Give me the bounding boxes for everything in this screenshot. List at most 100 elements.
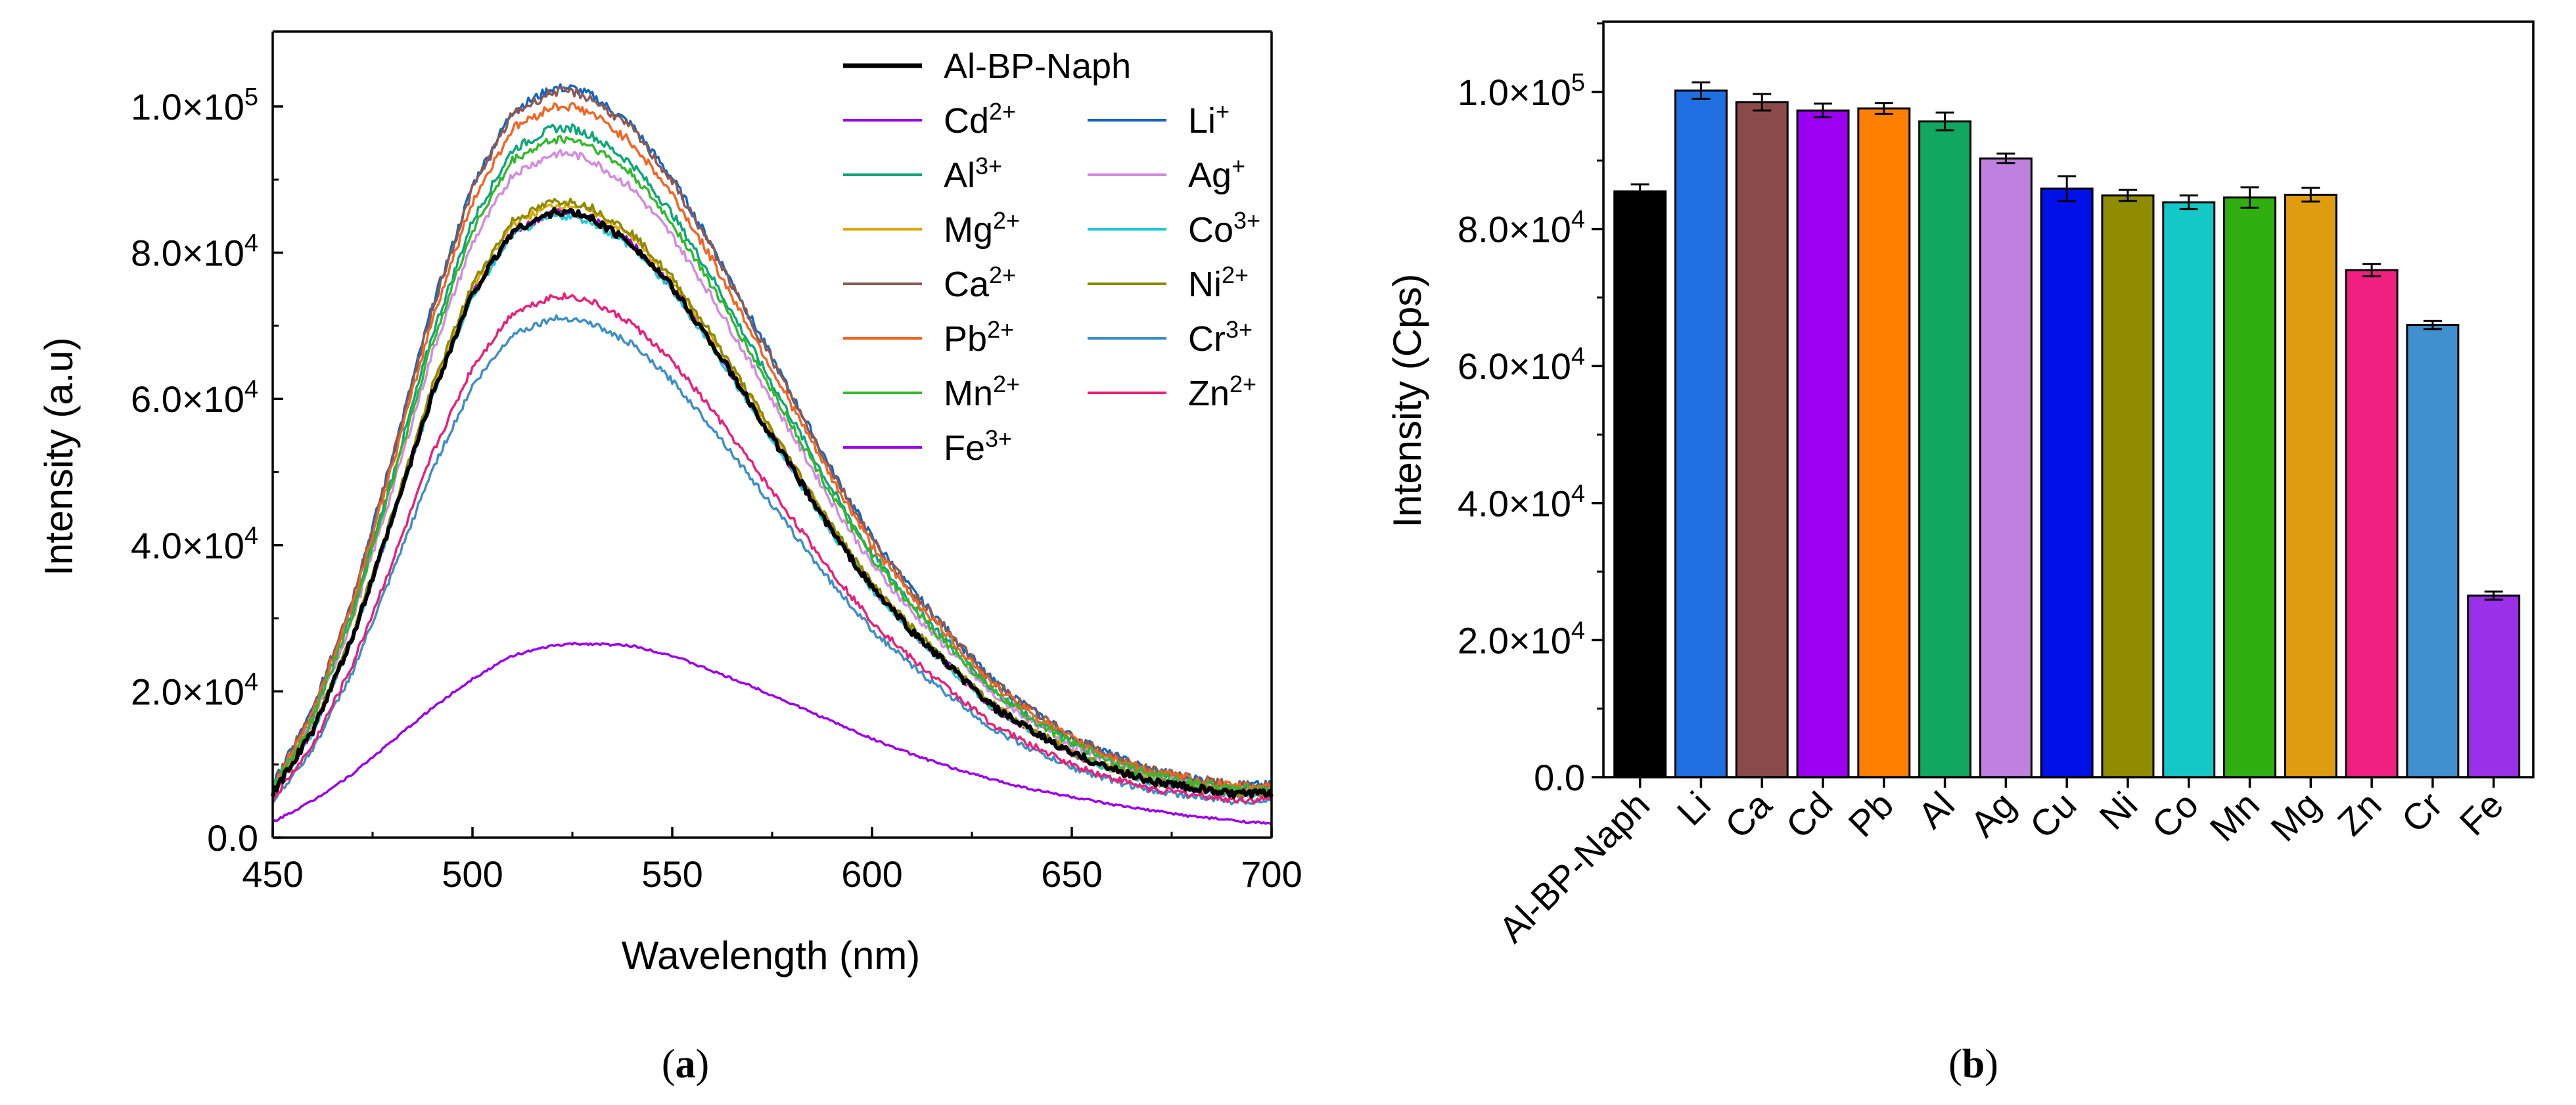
legend-label-charge: 3+: [1226, 316, 1253, 343]
bar-cr: [2406, 324, 2460, 778]
panel-a-y-tick-label-mantissa: 1.0×10: [131, 86, 244, 127]
legend-label-charge: +: [1216, 98, 1230, 125]
panel-a-y-tick-label-mantissa: 6.0×10: [131, 378, 244, 420]
series-line-pb: [272, 101, 1272, 792]
category-label-co: Co: [2144, 784, 2206, 846]
legend-label-mg: Mg2+: [944, 207, 1020, 250]
panel-b-y-tick-label: 0.0: [1534, 757, 1585, 798]
bar-ag: [1979, 157, 2033, 778]
panel-a-y-tick-label-exponent: 4: [244, 668, 258, 696]
series-line-fe: [271, 641, 1273, 826]
legend-label-name: Ni: [1188, 265, 1222, 304]
panel-a-y-axis-label: Intensity (a.u): [37, 337, 81, 576]
panel-a-y-tick-label-mantissa: 0.0: [207, 817, 258, 859]
panel-a-y-tick-label: 8.0×104: [131, 230, 258, 274]
legend-label-cr: Cr3+: [1188, 316, 1253, 359]
category-label-li: Li: [1669, 784, 1718, 833]
bar-cu: [2040, 187, 2094, 778]
legend-label-name: Mg: [944, 210, 993, 250]
panel-b-y-tick-label: 1.0×105: [1458, 69, 1585, 113]
category-label-mn: Mn: [2201, 784, 2267, 849]
bar-pb: [1857, 107, 1911, 778]
series-line-al-bp-naph: [271, 206, 1274, 800]
legend-label-name: Al: [944, 156, 975, 195]
panel-a-y-tick-label: 1.0×105: [131, 83, 258, 127]
legend-label-ni: Ni2+: [1188, 261, 1249, 304]
legend-label-name: Mn: [944, 374, 993, 413]
panel-a-x-tick-labels: 450 500 550 600 650 700: [242, 853, 1302, 895]
panel-b-bars: [1613, 81, 2521, 778]
legend-label-charge: 2+: [987, 316, 1014, 343]
legend-label-name: Ca: [944, 265, 990, 304]
category-label-cd: Cd: [1778, 784, 1840, 846]
legend-label-charge: +: [1231, 152, 1245, 179]
legend-label-charge: 2+: [989, 261, 1016, 288]
series-line-al: [271, 123, 1273, 794]
panel-a-y-tick-label-exponent: 4: [244, 376, 258, 403]
series-line-co: [271, 211, 1273, 799]
category-label-zn: Zn: [2330, 784, 2389, 844]
bar-mn: [2223, 196, 2277, 778]
series-line-mn: [271, 135, 1273, 794]
legend-label-cd: Cd2+: [944, 98, 1016, 141]
category-label-al-bp-naph: Al-BP-Naph: [1491, 784, 1658, 951]
bar-fe: [2467, 595, 2521, 778]
series-line-zn: [271, 292, 1273, 804]
caption-a: (a): [662, 1042, 709, 1087]
category-label-cu: Cu: [2021, 784, 2084, 846]
panel-a-y-tick-label-mantissa: 4.0×10: [131, 525, 244, 566]
panel-b-y-tick-label-exponent: 4: [1571, 480, 1585, 508]
panel-a-x-tick-label: 600: [841, 853, 902, 895]
panel-b-y-tick-label-exponent: 4: [1571, 206, 1585, 234]
panel-a-y-tick-label-mantissa: 8.0×10: [131, 233, 244, 274]
legend-label-ca: Ca2+: [944, 261, 1016, 304]
panel-a-x-tick-label: 450: [242, 853, 303, 895]
panel-b-y-tick-label-mantissa: 2.0×10: [1458, 620, 1571, 661]
bar-li: [1674, 89, 1728, 778]
panel-a-x-tick-label: 500: [442, 853, 503, 895]
bar-al: [1918, 120, 1972, 778]
category-label-al: Al: [1910, 784, 1962, 836]
legend-label-name: Ag: [1188, 156, 1231, 195]
legend-label-charge: 2+: [993, 371, 1020, 397]
panel-b-y-tick-label-exponent: 4: [1571, 617, 1585, 644]
panel-b-y-tick-label-mantissa: 8.0×10: [1458, 209, 1571, 250]
panel-b-y-tick-label-exponent: 5: [1571, 69, 1585, 97]
panel-b-y-tick-label-mantissa: 1.0×10: [1458, 72, 1571, 113]
caption-a-letter: a: [676, 1042, 696, 1087]
bar-mg: [2284, 193, 2337, 778]
legend-label-charge: 3+: [985, 425, 1012, 452]
panel-b-y-axis-label: Intensity (Cps): [1385, 274, 1429, 528]
caption-b: (b): [1948, 1042, 1998, 1087]
legend-label-name: Co: [1188, 210, 1233, 250]
legend-label-li: Li+: [1188, 98, 1230, 141]
panel-b-y-tick-label-mantissa: 0.0: [1534, 757, 1585, 798]
panel-a-x-tick-label: 550: [641, 853, 702, 895]
panel-a-y-tick-label: 0.0: [207, 817, 258, 859]
panel-a-y-tick-label-exponent: 5: [244, 83, 258, 111]
series-line-ca: [271, 86, 1272, 790]
panel-a-y-tick-label-exponent: 4: [244, 522, 258, 550]
bar-ni: [2101, 194, 2155, 778]
panel-a-y-tick-label-mantissa: 2.0×10: [131, 671, 244, 712]
series-line-cr: [271, 314, 1272, 805]
caption-b-letter: b: [1962, 1042, 1985, 1087]
panel-a-x-tick-label: 650: [1041, 853, 1102, 895]
category-label-ni: Ni: [2092, 784, 2146, 838]
panel-b-y-tick-label-mantissa: 6.0×10: [1458, 346, 1571, 387]
legend-label-charge: 2+: [1230, 371, 1256, 397]
series-line-ni: [271, 197, 1273, 798]
category-label-mg: Mg: [2263, 784, 2328, 849]
panel-b-y-tick-label: 2.0×104: [1458, 617, 1585, 661]
panel-a-axes: [271, 30, 1273, 839]
legend-label-pb: Pb2+: [944, 316, 1014, 359]
panel-b-frame: [1602, 20, 2535, 778]
legend-label-ag: Ag+: [1188, 152, 1245, 195]
legend-label-co: Co3+: [1188, 207, 1260, 250]
legend-label-name: Cr: [1188, 319, 1226, 359]
